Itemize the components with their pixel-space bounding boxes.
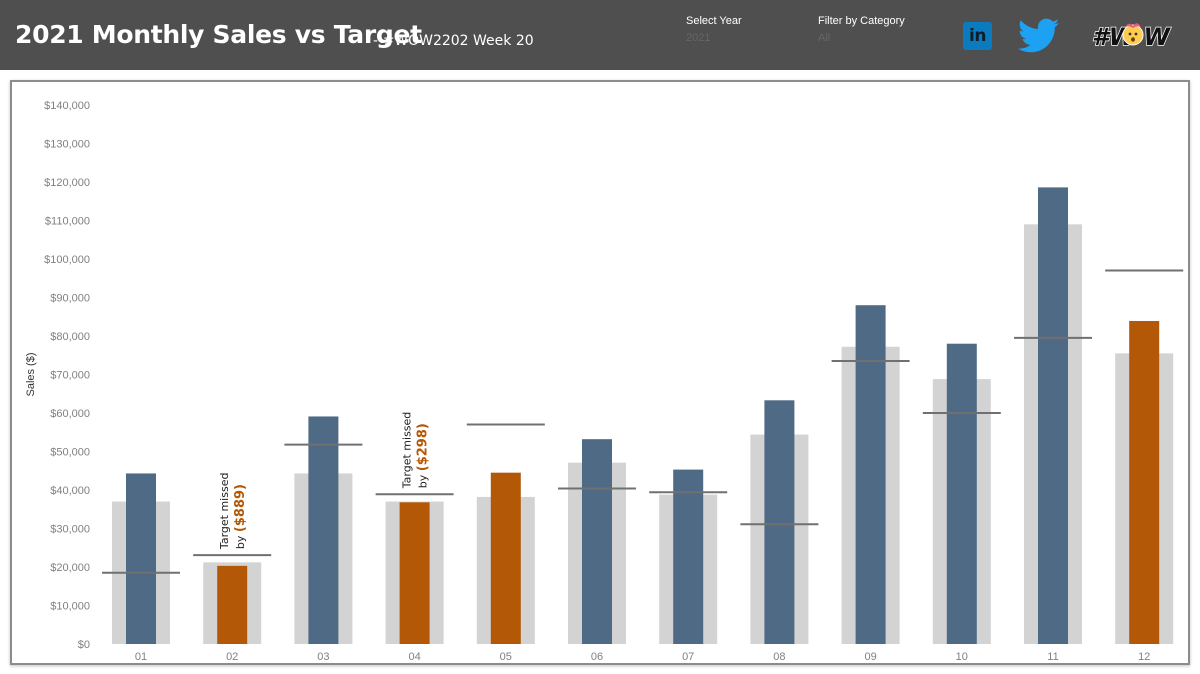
page-title: 2021 Monthly Sales vs Target [15,20,422,49]
x-tick-label: 01 [135,651,147,663]
y-tick-label: $40,000 [50,485,90,497]
linkedin-icon[interactable]: in [963,22,992,50]
x-tick-label: 05 [500,651,512,663]
annotation-by-text: by [417,471,430,488]
chart-frame: $0 $10,000 $20,000 $30,000 $40,000 $50,000 $60… [10,80,1190,665]
y-tick-label: $120,000 [44,177,90,189]
sales-vs-target-chart: $0 $10,000 $20,000 $30,000 $40,000 $50,000 $60… [25,100,1184,663]
sales-bar [126,473,156,644]
y-tick-label: $110,000 [45,216,90,228]
year-filter-value[interactable]: 2021 [686,32,711,44]
linkedin-icon-text: in [969,26,986,46]
y-tick-label: $30,000 [50,524,90,536]
sales-bar-missed-target [217,565,248,644]
y-tick-label: $80,000 [50,331,90,343]
wow-logo[interactable]: #W W [1090,18,1174,52]
x-tick-label: 08 [773,651,785,663]
annotation-by-text: by [234,532,247,549]
sales-bar [308,416,339,644]
y-tick-label: $130,000 [44,139,90,151]
category-filter-label: Filter by Category [818,15,905,27]
sales-bar-missed-target [399,502,430,644]
x-tick-label: 04 [408,651,420,663]
x-tick-label: 09 [864,651,876,663]
annotation-line1: Target missed [218,473,231,551]
y-tick-label: $10,000 [50,601,90,613]
x-tick-label: 11 [1047,651,1058,663]
x-tick-label: 06 [591,651,603,663]
sales-bar [582,439,612,644]
y-tick-label: $70,000 [50,370,90,382]
year-filter-label: Select Year [686,15,742,27]
sales-bar [673,469,704,644]
category-filter[interactable]: Filter by Category All [818,15,905,44]
exploding-head-emoji-icon [1122,24,1144,46]
y-axis-title: Sales ($) [25,352,37,396]
sales-bar [764,400,795,644]
y-tick-label: $60,000 [50,408,90,420]
annotation-amount: ($889) [233,484,248,532]
sales-bar [855,305,886,644]
twitter-icon[interactable] [1018,18,1060,54]
y-tick-label: $140,000 [44,100,90,112]
x-tick-label: 02 [226,651,238,663]
header-bar: 2021 Monthly Sales vs Target - #WOW2202 … [0,0,1200,70]
x-tick-label: 07 [682,651,694,663]
sales-bar-missed-target [1129,320,1160,644]
x-tick-label: 12 [1138,651,1150,663]
annotation-line2: by ($298) [416,423,431,488]
sales-bar [1038,187,1068,644]
y-tick-label: $20,000 [50,562,90,574]
sales-bar [946,343,977,644]
y-tick-label: $0 [78,639,90,651]
year-filter[interactable]: Select Year 2021 [686,15,742,44]
y-tick-label: $50,000 [50,447,90,459]
page-subtitle: - #WOW2202 Week 20 [373,33,534,49]
annotation-amount: ($298) [416,423,431,471]
annotation-line2: by ($889) [233,484,248,549]
y-tick-label: $90,000 [50,293,90,305]
annotation-line1: Target missed [401,412,414,490]
y-tick-label: $100,000 [44,254,90,266]
category-filter-value[interactable]: All [818,32,831,44]
x-tick-label: 03 [317,651,329,663]
x-tick-label: 10 [956,651,968,663]
sales-bar-missed-target [490,472,521,644]
